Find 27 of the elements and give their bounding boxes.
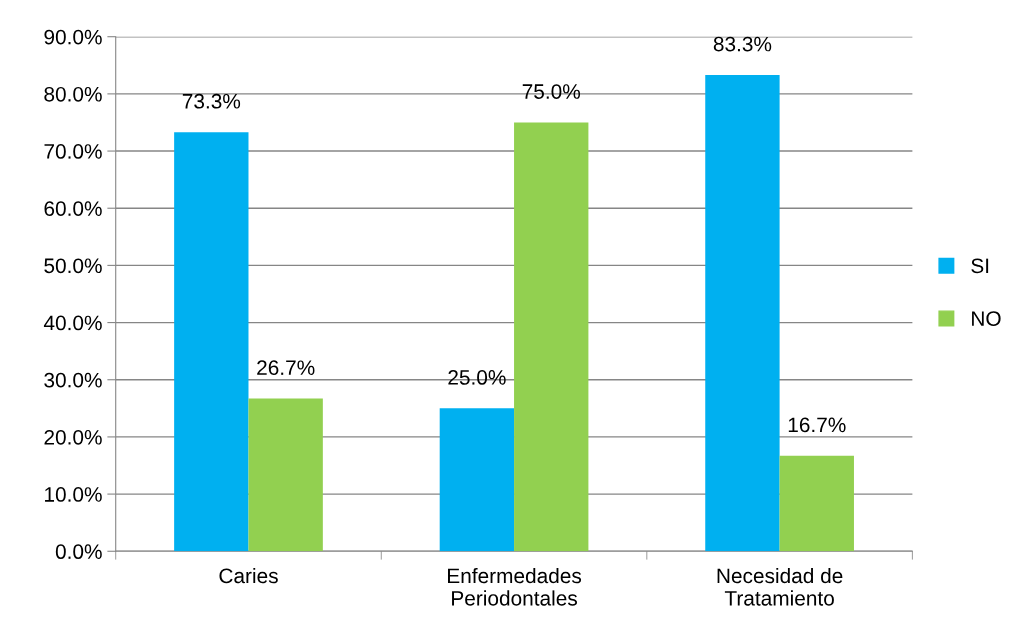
y-tick-label: 30.0% <box>44 372 102 388</box>
bar <box>174 132 249 552</box>
data-label: 73.3% <box>182 93 241 109</box>
y-tick-label: 60.0% <box>44 201 102 216</box>
y-tick-label: 70.0% <box>44 144 102 159</box>
bar <box>779 455 854 552</box>
legend-label: NO <box>972 311 1001 326</box>
x-tick-label: Enfermedades Periodontales <box>448 567 582 606</box>
y-tick-label: 10.0% <box>45 487 102 502</box>
x-tick-label: Caries <box>219 567 278 584</box>
bar <box>248 398 323 552</box>
bar <box>514 122 589 552</box>
legend-label: SI <box>971 258 989 274</box>
y-tick-label: 20.0% <box>44 429 102 445</box>
y-tick-label: 40.0% <box>43 315 102 331</box>
data-label: 26.7% <box>257 360 315 376</box>
data-label: 83.3% <box>713 36 772 52</box>
y-tick-label: 80.0% <box>44 86 102 102</box>
data-label: 16.7% <box>788 417 846 433</box>
y-tick-label: 0.0% <box>55 544 102 560</box>
y-tick-label: 90.0% <box>44 29 102 45</box>
data-label: 25.0% <box>448 370 506 385</box>
bar <box>705 75 780 552</box>
x-tick-label: Necesidad de Tratamiento <box>717 567 843 606</box>
bar <box>439 408 515 552</box>
y-tick-label: 50.0% <box>44 258 102 274</box>
data-label: 75.0% <box>522 84 581 99</box>
